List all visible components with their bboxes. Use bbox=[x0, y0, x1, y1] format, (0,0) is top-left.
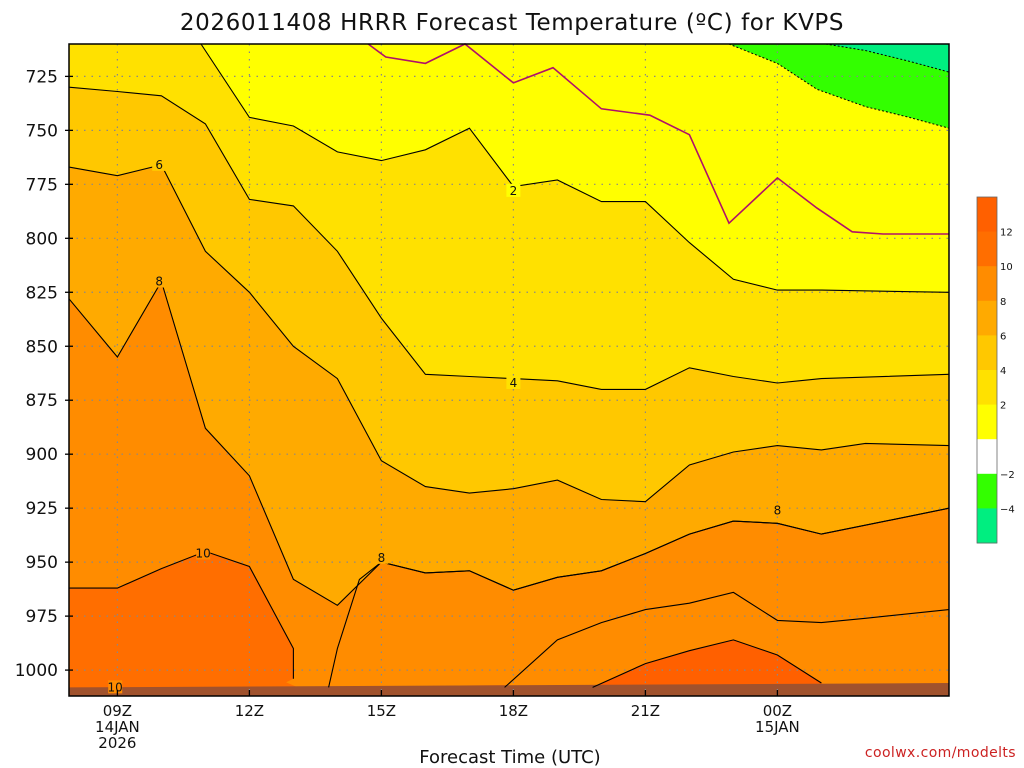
contour-label: 8 bbox=[378, 551, 386, 565]
contour-label-bg bbox=[506, 375, 521, 389]
x-tick-label: 15Z bbox=[367, 702, 396, 720]
credit-text: coolwx.com/modelts bbox=[865, 745, 1016, 761]
colorbar-swatch bbox=[977, 231, 997, 267]
isotherm-12 bbox=[592, 639, 822, 688]
x-tick-label: 21Z bbox=[631, 702, 660, 720]
x-tick-label: 09Z bbox=[103, 702, 132, 720]
contour-label-bg bbox=[152, 157, 167, 171]
colorbar-swatch bbox=[977, 473, 997, 509]
y-tick-label: 775 bbox=[26, 175, 58, 195]
isotherm-0 bbox=[367, 43, 949, 235]
colorbar-label: 8 bbox=[1000, 297, 1006, 308]
colorbar-label: 4 bbox=[1000, 366, 1006, 377]
contour-labels: 6 8 2 4 10 8 8 10 bbox=[108, 157, 785, 694]
y-tick-label: 950 bbox=[26, 553, 58, 573]
colorbar-swatch bbox=[977, 508, 997, 544]
y-tick-label: 725 bbox=[26, 67, 58, 87]
colorbar-swatch bbox=[977, 300, 997, 336]
contour-label-bg bbox=[770, 503, 785, 517]
colorbar-swatch bbox=[977, 439, 997, 475]
y-tick-label: 875 bbox=[26, 391, 58, 411]
contour-label: 10 bbox=[108, 680, 123, 694]
isotherm-6 bbox=[68, 164, 950, 503]
isotherm-2 bbox=[200, 43, 950, 293]
contour-label: 8 bbox=[155, 274, 163, 288]
isotherm-8-lower bbox=[328, 507, 950, 688]
x-tick-label: 14JAN bbox=[95, 718, 140, 736]
plot-area bbox=[69, 44, 949, 696]
colorbar-label: −4 bbox=[1000, 504, 1015, 515]
plot-frame bbox=[68, 43, 950, 697]
isotherm-minus4 bbox=[825, 43, 950, 73]
y-tick-label: 900 bbox=[26, 445, 58, 465]
y-tick-label: 850 bbox=[26, 337, 58, 357]
x-tick-label: 15JAN bbox=[755, 718, 800, 736]
region-8-10 bbox=[69, 44, 949, 696]
contour-label: 2 bbox=[510, 184, 518, 198]
contour-label: 6 bbox=[155, 158, 163, 172]
colorbar-frame bbox=[976, 196, 998, 544]
chart-title: 2026011408 HRRR Forecast Temperature (ºC… bbox=[180, 10, 844, 36]
contour-label-bg bbox=[506, 183, 521, 197]
region-neg-4-6-main bbox=[825, 44, 949, 73]
y-tick-label: 925 bbox=[26, 499, 58, 519]
x-axis-label: Forecast Time (UTC) bbox=[419, 747, 600, 768]
contour-label: 4 bbox=[510, 376, 518, 390]
x-tick-label: 00Z bbox=[763, 702, 792, 720]
region-2-4-main bbox=[69, 44, 949, 390]
colorbar-label: 2 bbox=[1000, 401, 1006, 412]
x-tick-label: 12Z bbox=[235, 702, 264, 720]
region-12-14-top bbox=[592, 639, 822, 688]
colorbar-swatch bbox=[977, 335, 997, 371]
y-tick-label: 800 bbox=[26, 229, 58, 249]
contour-label-bg bbox=[108, 680, 123, 694]
isotherm-4 bbox=[68, 86, 950, 390]
colorbar-label: 6 bbox=[1000, 331, 1006, 342]
contour-label: 10 bbox=[196, 547, 211, 561]
contour-label: 8 bbox=[774, 503, 782, 517]
y-tick-label: 1000 bbox=[15, 661, 58, 681]
colorbar-swatch bbox=[977, 404, 997, 440]
region-0-2-main bbox=[201, 44, 949, 293]
y-tick-label: 825 bbox=[26, 283, 58, 303]
x-tick-label: 2026 bbox=[98, 734, 136, 752]
isotherm-10-right bbox=[504, 591, 950, 688]
contour-label-bg bbox=[374, 550, 389, 564]
ground bbox=[69, 683, 949, 696]
y-tick-label: 975 bbox=[26, 607, 58, 627]
isotherm-minus2 bbox=[728, 43, 950, 129]
region-10-12 bbox=[69, 551, 294, 688]
colorbar-label: −2 bbox=[1000, 470, 1015, 481]
colorbar-swatch bbox=[977, 266, 997, 302]
contour-label-bg bbox=[196, 546, 211, 560]
y-tick-label: 750 bbox=[26, 121, 58, 141]
colorbar-label: 12 bbox=[1000, 228, 1013, 239]
region-neg-2-4-main bbox=[729, 44, 949, 129]
y-axis: 725 750 775 800 825 850 875 900 925 950 975 1000 bbox=[15, 67, 73, 681]
isotherm-lines bbox=[68, 43, 950, 688]
contour-label-bg bbox=[152, 274, 167, 288]
colorbar-label: 10 bbox=[1000, 262, 1013, 273]
x-tick-label: 18Z bbox=[499, 702, 528, 720]
colorbar-swatch bbox=[977, 370, 997, 406]
region-8-10-lower bbox=[504, 592, 949, 688]
colorbar-swatch bbox=[977, 197, 997, 233]
colorbar-legend: −4 −2 2 4 6 8 10 12 bbox=[976, 196, 1015, 544]
